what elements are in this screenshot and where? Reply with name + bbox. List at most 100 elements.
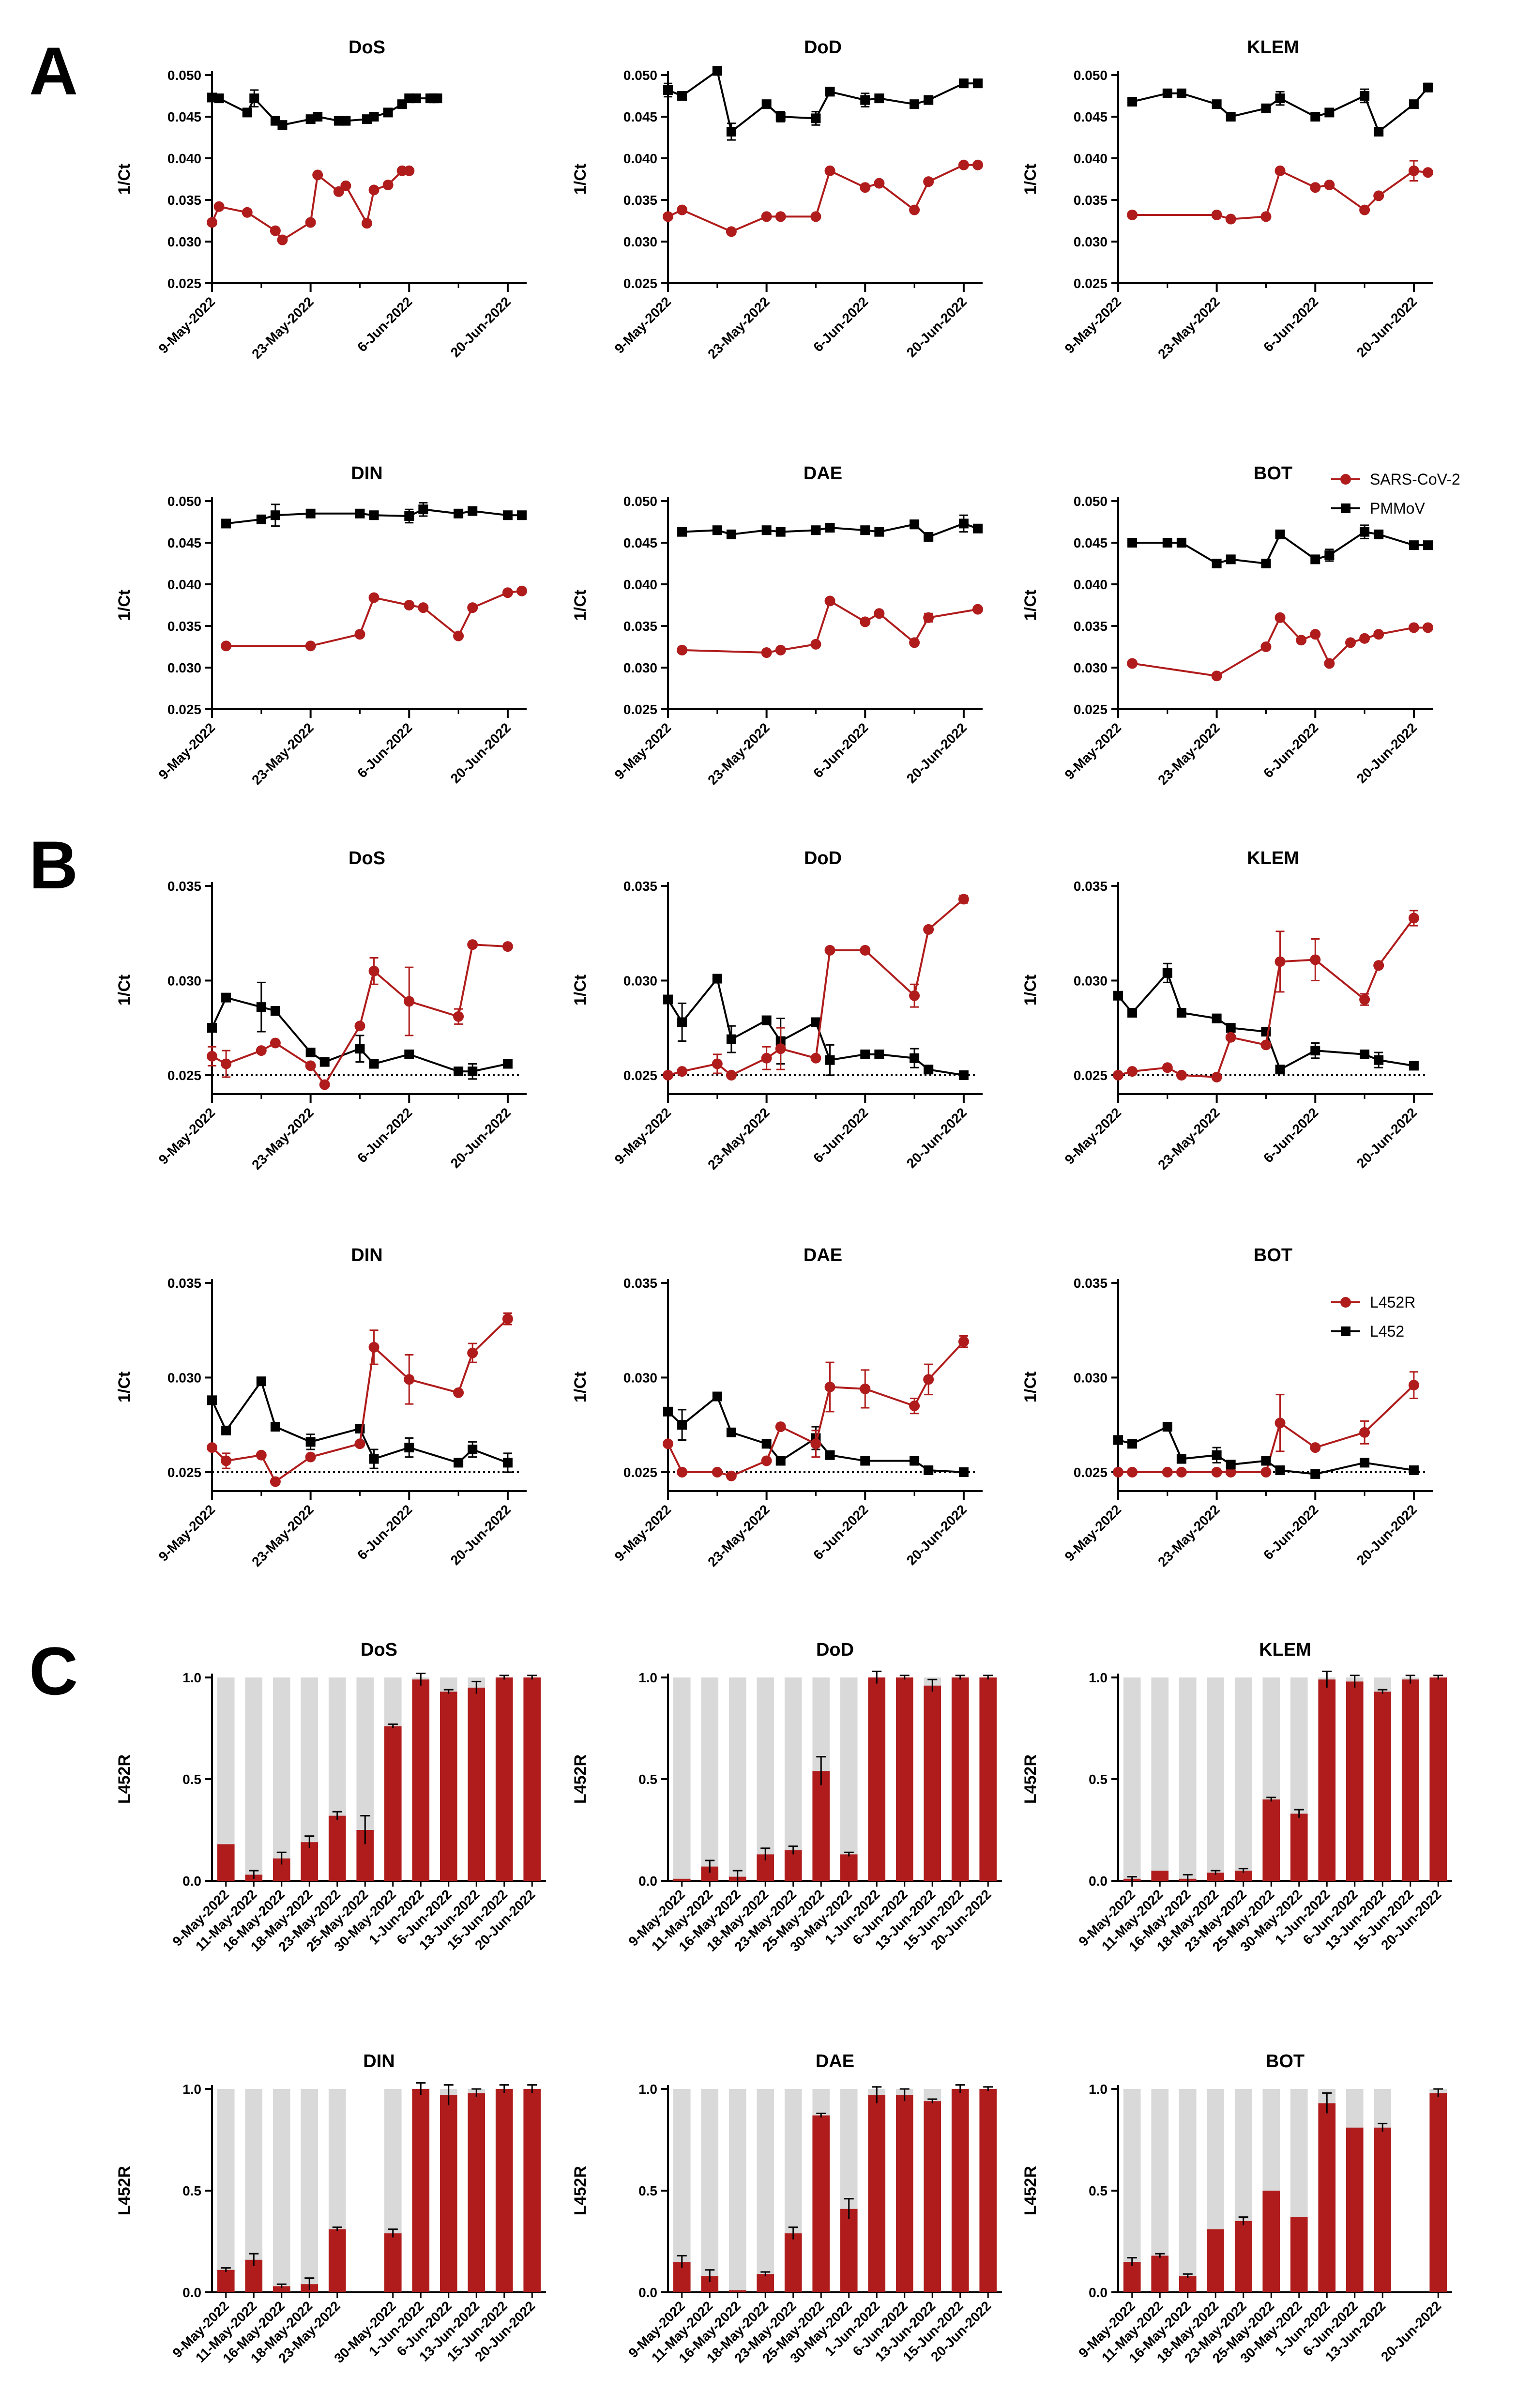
legend-marker-circle (1340, 474, 1351, 485)
y-tick-label: 0.030 (623, 234, 657, 249)
x-tick-label: 6-Jun-2022 (354, 294, 415, 354)
data-point-square (1162, 88, 1172, 98)
chart-b-dae: DAE 1/Ct 0.025 0.030 0.035 9-May-2022 23-May-2… (571, 1245, 983, 1570)
y-tick-label: 0.5 (1089, 1772, 1107, 1787)
data-point-circle (1373, 190, 1384, 201)
data-point-circle (1310, 954, 1321, 965)
data-point-square (958, 78, 969, 89)
y-tick-label: 0.025 (167, 276, 201, 291)
data-point-circle (874, 608, 885, 619)
bar-total (701, 1677, 719, 1881)
chart-c-klem: KLEML452R0.00.51.09-May-202211-May-20221… (1021, 1640, 1452, 1954)
data-point-square (958, 1467, 969, 1477)
data-point-circle (824, 595, 835, 607)
x-tick-label: 23-May-2022 (249, 294, 317, 362)
y-tick-label: 0.045 (1074, 535, 1107, 550)
x-tick-label: 9-May-2022 (612, 1502, 674, 1564)
y-tick-label: 0.035 (167, 619, 201, 634)
data-point-circle (1296, 635, 1307, 646)
data-point-circle (923, 1374, 934, 1385)
y-tick-label: 0.0 (182, 2285, 201, 2300)
bar-l452r (1401, 1679, 1419, 1881)
data-point-circle (860, 945, 871, 956)
bar-l452r (924, 1685, 941, 1881)
bar-l452r (895, 1677, 913, 1881)
bar-l452r (440, 2095, 457, 2292)
data-point-square (214, 93, 224, 104)
bar-total (217, 2089, 235, 2292)
data-point-square (1409, 1061, 1419, 1071)
bar-l452r (784, 1850, 802, 1881)
chart-b-dos: DoS 1/Ct 0.025 0.030 0.035 9-May-2022 23-May-2… (115, 848, 527, 1173)
bar-total (1207, 1677, 1225, 1881)
data-point-circle (1310, 182, 1321, 193)
data-point-square (249, 93, 259, 104)
data-point-circle (1260, 211, 1272, 222)
chart-a-dos: DoS 1/Ct 0.025 0.030 0.035 0.040 0.045 0.050 9-M… (115, 37, 527, 362)
data-point-square (468, 1067, 478, 1077)
data-point-circle (453, 1011, 464, 1022)
data-point-square (1162, 1422, 1172, 1432)
data-point-circle (418, 602, 429, 613)
y-tick-label: 0.050 (623, 68, 657, 83)
y-tick-label: 0.030 (1074, 973, 1107, 988)
data-point-square (1226, 554, 1236, 564)
y-tick-label: 1.0 (1089, 1670, 1107, 1685)
chart-c-dae: DAEL452R0.00.51.09-May-202211-May-202216… (571, 2051, 1002, 2366)
data-point-square (383, 107, 393, 118)
data-point-square (1113, 991, 1123, 1001)
chart-title: DIN (351, 1245, 382, 1265)
data-point-circle (1373, 960, 1384, 971)
bar-total (1123, 1677, 1141, 1881)
data-point-square (726, 529, 736, 539)
data-point-square (1310, 1046, 1320, 1056)
data-point-square (221, 518, 231, 529)
y-tick-label: 0.030 (623, 973, 657, 988)
y-tick-label: 0.050 (167, 68, 201, 83)
bar-l452r (384, 1726, 402, 1881)
bar-total (728, 2089, 746, 2292)
data-point-square (1423, 82, 1433, 92)
data-point-circle (453, 1387, 464, 1398)
data-point-square (1176, 1454, 1186, 1464)
data-point-circle (761, 647, 772, 658)
data-point-circle (354, 1021, 365, 1032)
chart-title: KLEM (1247, 848, 1299, 869)
data-point-square (454, 1458, 464, 1468)
data-point-circle (1408, 165, 1419, 176)
data-point-circle (775, 644, 786, 655)
data-point-square (910, 99, 920, 109)
y-tick-label: 0.045 (623, 535, 657, 550)
data-point-square (860, 525, 870, 535)
y-tick-label: 0.035 (623, 619, 657, 634)
bar-l452r (412, 2089, 430, 2292)
series-line-l452r (212, 944, 508, 1087)
data-point-circle (368, 184, 379, 196)
chart-b-klem: KLEM 1/Ct 0.025 0.030 0.035 9-May-2022 23-May-… (1021, 848, 1433, 1173)
x-tick-label: 23-May-2022 (1155, 1105, 1223, 1173)
bar-l452r (868, 1677, 886, 1881)
bar-l452r (1207, 1873, 1225, 1881)
data-point-circle (909, 1401, 920, 1412)
y-axis-label: 1/Ct (571, 164, 590, 195)
data-point-square (207, 1395, 217, 1405)
y-tick-label: 0.045 (1074, 109, 1107, 124)
data-point-square (910, 1456, 920, 1466)
x-tick-label: 6-Jun-2022 (1260, 294, 1321, 354)
y-tick-label: 0.030 (167, 660, 201, 675)
series-line-sars-cov-2 (667, 164, 978, 233)
y-axis-label: L452R (115, 2166, 134, 2215)
data-point-square (1409, 540, 1419, 550)
legend-label: L452 (1370, 1323, 1404, 1340)
bar-total (757, 2089, 774, 2292)
data-point-square (1374, 1055, 1384, 1065)
data-point-circle (1324, 180, 1335, 191)
y-tick-label: 0.035 (1074, 193, 1107, 208)
chart-title: DIN (363, 2051, 394, 2072)
data-point-circle (467, 1347, 478, 1358)
y-tick-label: 0.030 (167, 1370, 201, 1385)
data-point-square (411, 93, 421, 104)
bar-l452r (1262, 2191, 1280, 2292)
y-axis-label: 1/Ct (571, 975, 590, 1006)
data-point-circle (1408, 1380, 1419, 1391)
